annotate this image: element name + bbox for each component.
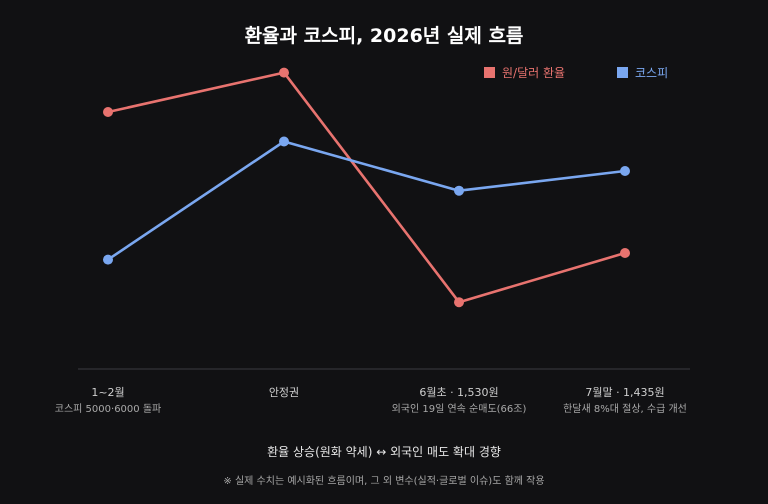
x-tick-label-3: 7월말 · 1,435원 (585, 386, 664, 399)
x-tick-sublabel-0: 코스피 5000·6000 돌파 (55, 403, 161, 415)
series-0-point-0 (103, 107, 113, 117)
series-layer (103, 67, 630, 308)
chart-caption: 환율 상승(원화 약세) ↔ 외국인 매도 확대 경향 (267, 444, 501, 459)
legend: 원/달러 환율 코스피 (484, 66, 668, 80)
x-tick-sublabel-3: 한달새 8%대 절상, 수급 개선 (563, 402, 687, 415)
x-tick-label-2: 6월초 · 1,530원 (419, 386, 498, 399)
x-tick-sublabel-2: 외국인 19일 연속 순매도(66조) (392, 403, 527, 415)
series-0-point-3 (620, 248, 630, 258)
series-1-point-3 (620, 166, 630, 176)
chart-title: 환율과 코스피, 2026년 실제 흐름 (245, 25, 524, 47)
series-1-point-1 (279, 136, 289, 147)
series-0-point-1 (279, 67, 289, 78)
x-tick-label-1: 안정권 (269, 386, 299, 399)
series-line-1 (106, 140, 627, 261)
legend-swatch-0 (484, 67, 495, 78)
legend-label-0: 원/달러 환율 (502, 66, 565, 80)
legend-swatch-1 (617, 67, 628, 78)
series-1-point-0 (103, 254, 113, 265)
series-line-0 (106, 71, 627, 304)
x-tick-label-0: 1~2월 (91, 386, 124, 399)
legend-label-1: 코스피 (635, 66, 668, 80)
series-0-point-2 (454, 297, 464, 308)
series-1-point-2 (454, 185, 464, 196)
chart-footnote: ※ 실제 수치는 예시화된 흐름이며, 그 외 변수(실적·글로벌 이슈)도 함… (223, 475, 544, 487)
